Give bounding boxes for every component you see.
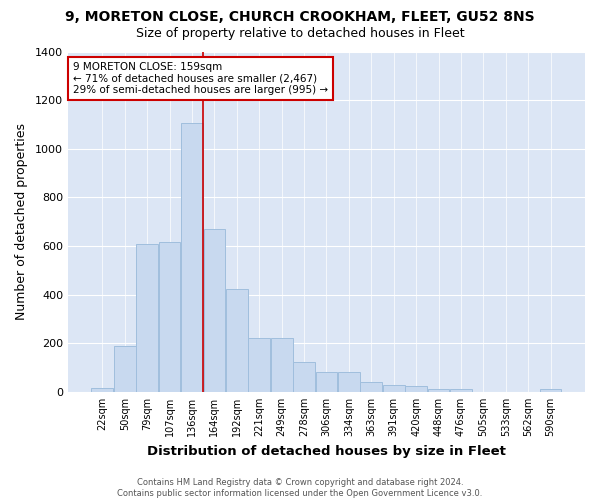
Text: 9, MORETON CLOSE, CHURCH CROOKHAM, FLEET, GU52 8NS: 9, MORETON CLOSE, CHURCH CROOKHAM, FLEET… [65, 10, 535, 24]
Bar [114, 346, 136, 392]
Bar [450, 390, 472, 392]
Text: Size of property relative to detached houses in Fleet: Size of property relative to detached ho… [136, 28, 464, 40]
Bar [361, 382, 382, 392]
Text: Contains HM Land Registry data © Crown copyright and database right 2024.
Contai: Contains HM Land Registry data © Crown c… [118, 478, 482, 498]
Text: 9 MORETON CLOSE: 159sqm
← 71% of detached houses are smaller (2,467)
29% of semi: 9 MORETON CLOSE: 159sqm ← 71% of detache… [73, 62, 328, 95]
Bar [158, 242, 181, 392]
Bar [316, 372, 337, 392]
Bar [293, 362, 315, 392]
Y-axis label: Number of detached properties: Number of detached properties [15, 123, 28, 320]
Bar [271, 338, 293, 392]
Bar [248, 338, 270, 392]
Bar [91, 388, 113, 392]
Bar [383, 384, 404, 392]
Bar [203, 229, 225, 392]
X-axis label: Distribution of detached houses by size in Fleet: Distribution of detached houses by size … [147, 444, 506, 458]
Bar [540, 390, 562, 392]
Bar [181, 123, 203, 392]
Bar [136, 244, 158, 392]
Bar [428, 390, 449, 392]
Bar [338, 372, 360, 392]
Bar [405, 386, 427, 392]
Bar [226, 288, 248, 392]
